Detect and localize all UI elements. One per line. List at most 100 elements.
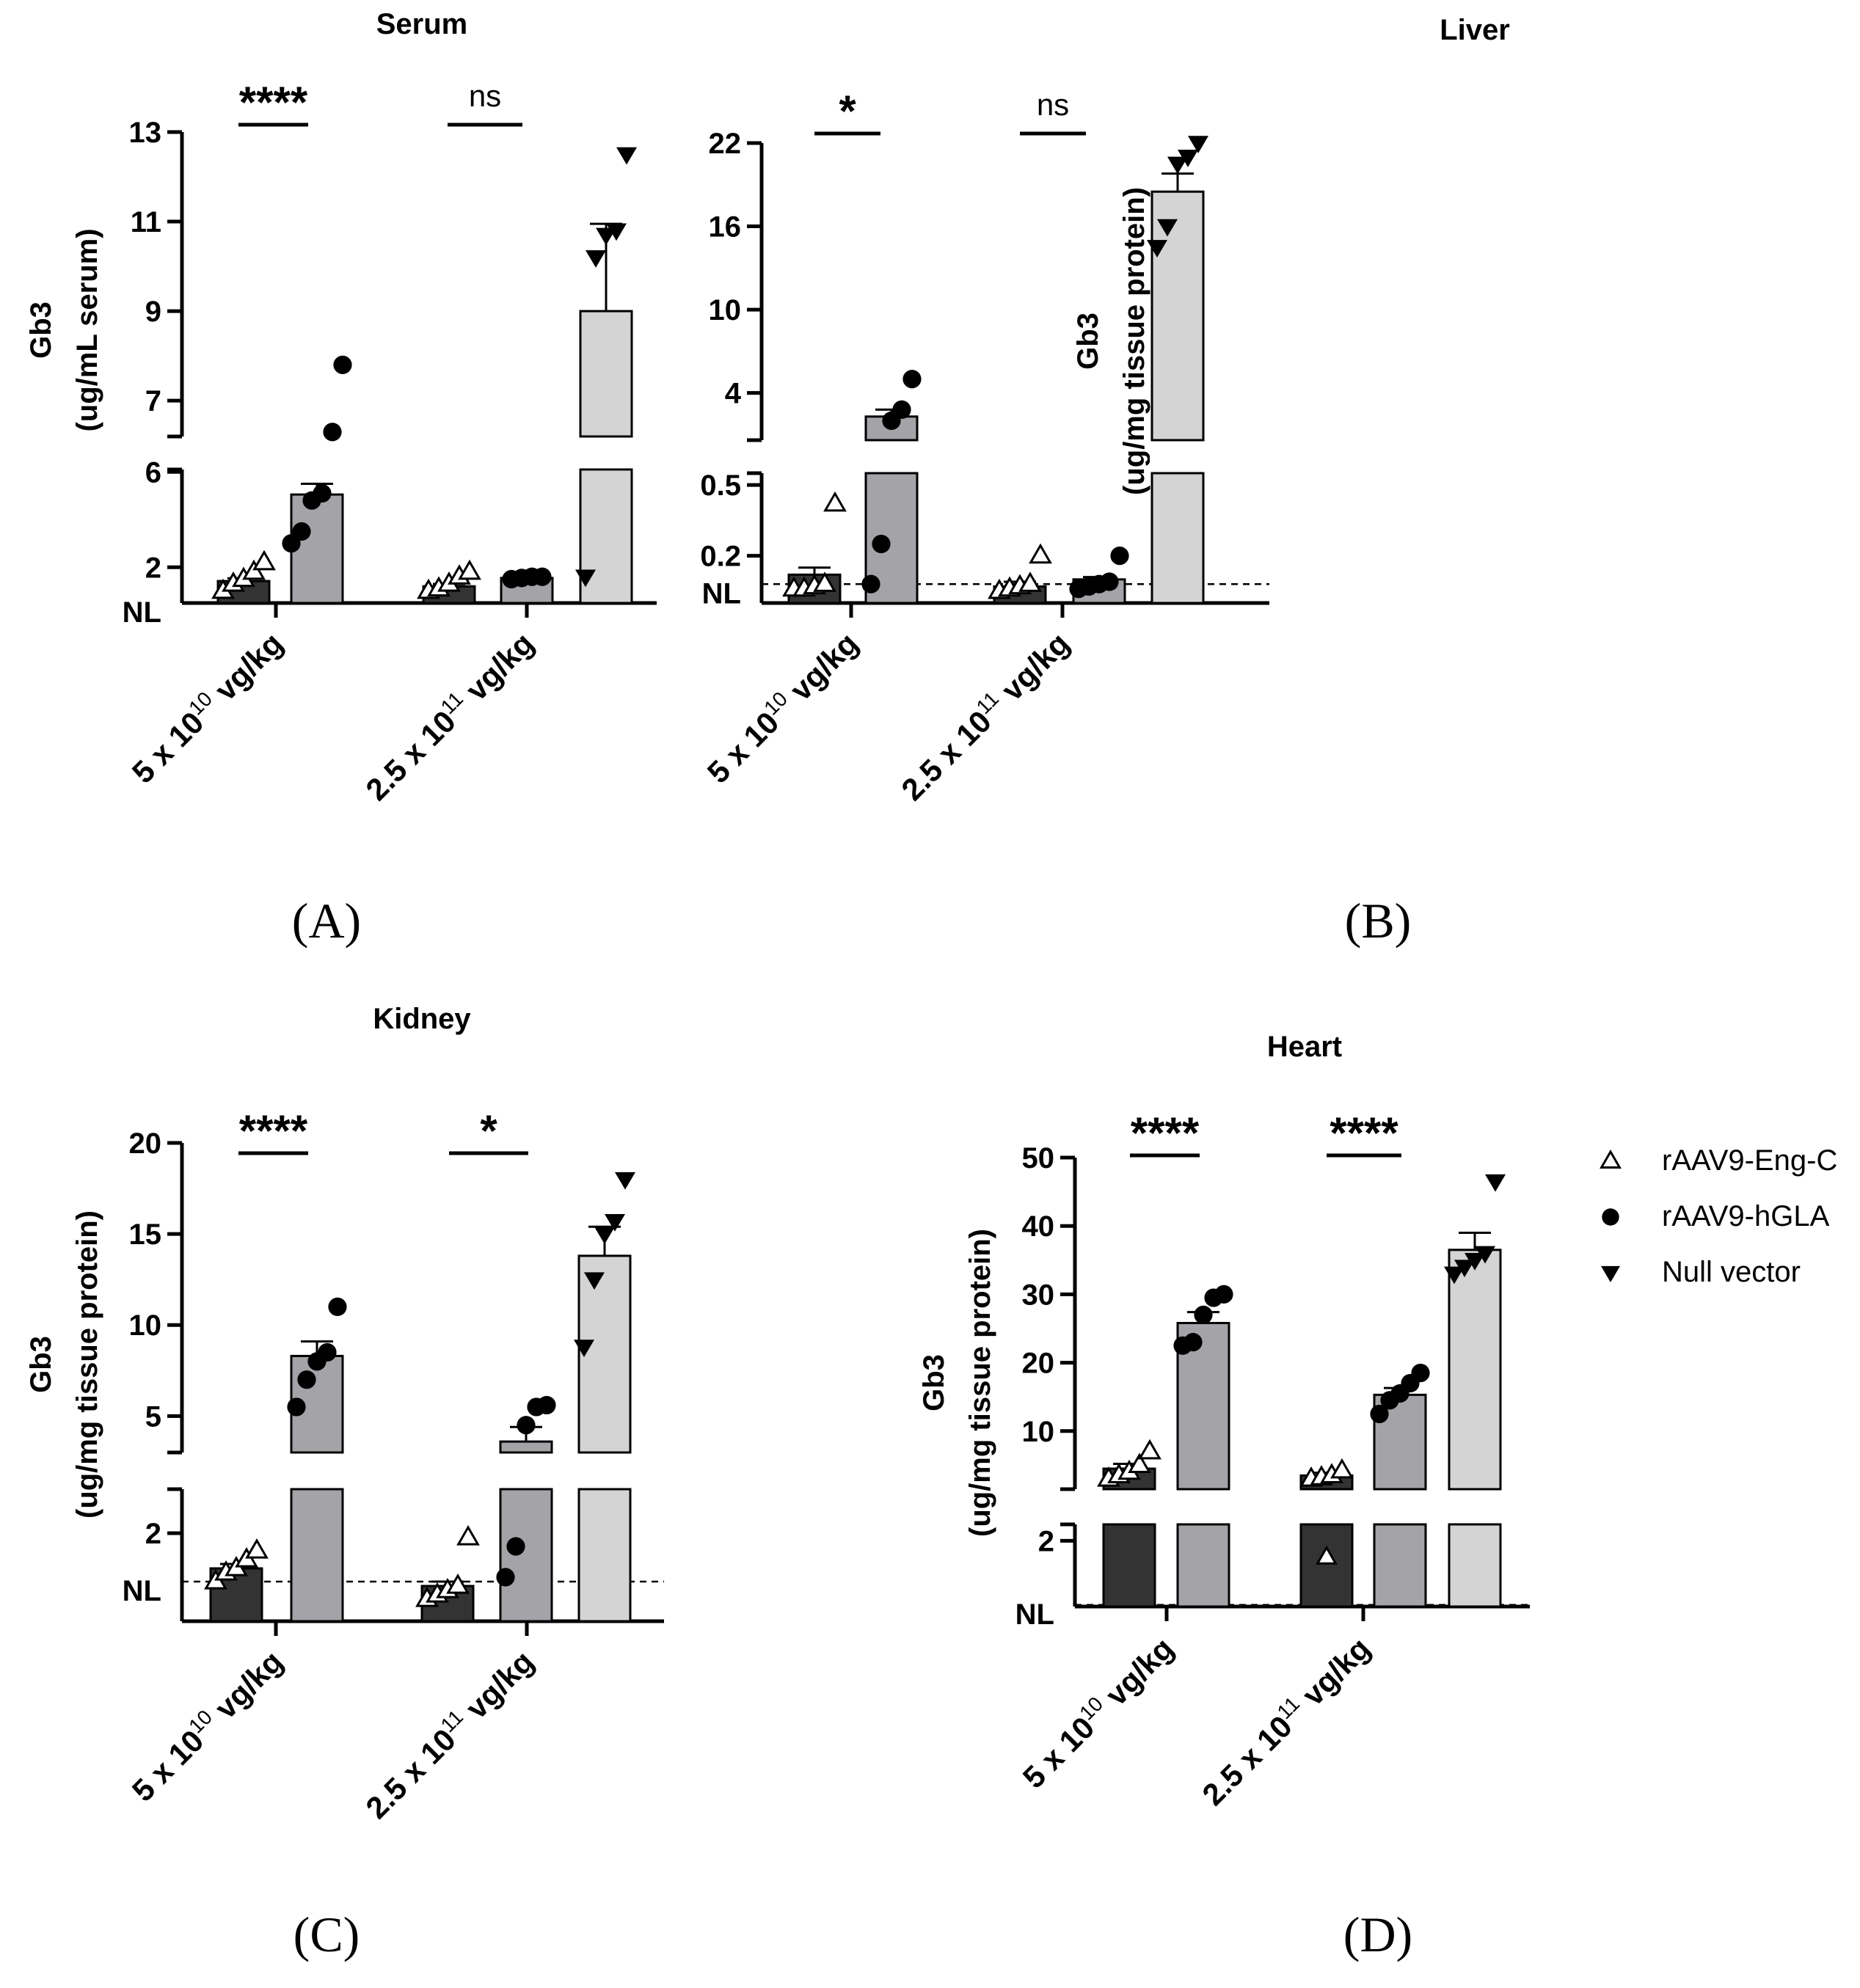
bar <box>1448 1523 1502 1608</box>
panel-label: (B) <box>1345 893 1412 949</box>
data-point <box>1128 1452 1151 1473</box>
data-point <box>615 1172 635 1190</box>
data-point <box>292 522 311 541</box>
x-category-label: 5 x 1010 vg/kg <box>124 624 290 790</box>
data-point <box>506 1537 525 1556</box>
y-tick-label: 50 <box>1022 1142 1055 1174</box>
significance-label: **** <box>1330 1108 1398 1158</box>
x-category-label: 2.5 x 1011 vg/kg <box>1194 1629 1376 1812</box>
data-point <box>245 1538 269 1559</box>
y-tick-label: 22 <box>709 128 742 160</box>
bar-break-gap <box>1175 1491 1231 1522</box>
data-point <box>496 1568 515 1587</box>
bar <box>1448 1249 1502 1491</box>
data-point <box>517 1416 536 1435</box>
data-point <box>813 571 836 592</box>
significance-label: ns <box>469 78 501 113</box>
chart-title: Heart <box>1267 1031 1342 1063</box>
data-point <box>1444 1266 1465 1284</box>
data-point <box>861 574 880 593</box>
data-point <box>328 1297 347 1317</box>
legend-marker <box>1601 1265 1620 1282</box>
bar-break-gap <box>1372 1491 1428 1522</box>
y-tick-label: 10 <box>1022 1416 1055 1448</box>
significance-label: **** <box>1131 1108 1200 1158</box>
data-point <box>605 1213 625 1232</box>
x-category-label: 5 x 1010 vg/kg <box>699 624 865 790</box>
data-point <box>252 549 276 571</box>
legend-label: rAAV9-Eng-C <box>1662 1144 1837 1177</box>
panel-serum: Serum (A) 7 9 11 13 2 6 NL Gb3 (ug/mL serum) ****… <box>25 8 657 949</box>
y-tick-label: 4 <box>725 378 742 410</box>
legend-label: Null vector <box>1662 1256 1801 1288</box>
bar-break-gap <box>289 1455 345 1487</box>
y-tick-label: 9 <box>145 296 161 328</box>
data-point <box>1411 1363 1430 1383</box>
data-point <box>1454 1260 1475 1278</box>
data-point <box>594 1227 615 1245</box>
x-category-label: 2.5 x 1011 vg/kg <box>893 624 1076 807</box>
data-point <box>616 147 637 165</box>
data-point <box>872 534 891 554</box>
data-point <box>1157 219 1178 237</box>
data-point <box>596 227 616 246</box>
bar-break-gap <box>1447 1491 1503 1522</box>
bar <box>1102 1523 1156 1608</box>
data-point <box>446 1573 470 1594</box>
y-tick-label: 6 <box>145 456 161 489</box>
nl-label: NL <box>1015 1598 1054 1631</box>
bar-break-gap <box>577 1455 632 1487</box>
bar <box>1299 1523 1354 1608</box>
data-point <box>333 355 352 374</box>
data-point <box>1370 1404 1389 1424</box>
y-axis-label: Gb3 <box>25 1336 57 1393</box>
data-point <box>892 400 911 419</box>
x-category-label: 5 x 1010 vg/kg <box>124 1642 290 1808</box>
significance-label: ns <box>1037 87 1069 122</box>
y-tick-label: 13 <box>129 117 162 149</box>
data-point <box>533 567 552 586</box>
data-point <box>458 559 481 580</box>
legend-marker <box>1600 1149 1622 1169</box>
nl-label: NL <box>702 577 741 610</box>
data-point <box>1194 1305 1213 1324</box>
chart-title: Kidney <box>373 1003 471 1035</box>
y-axis-units: (ug/mg tissue protein) <box>71 1210 103 1519</box>
bar <box>499 1488 553 1623</box>
y-axis-label: Gb3 <box>918 1354 950 1411</box>
data-point <box>1188 136 1208 153</box>
data-point <box>313 483 332 503</box>
y-tick-label: 20 <box>1022 1348 1055 1380</box>
panel-label: (C) <box>293 1907 360 1962</box>
data-point <box>606 223 627 241</box>
data-point <box>537 1395 556 1415</box>
bar <box>1176 1523 1230 1608</box>
data-point <box>1184 1333 1203 1352</box>
nl-label: NL <box>123 596 161 629</box>
data-point <box>575 569 596 588</box>
legend: rAAV9-Eng-C rAAV9-hGLA Null vector <box>1600 1144 1837 1288</box>
y-tick-label: 2 <box>1038 1525 1054 1557</box>
y-tick-label: 10 <box>709 294 742 326</box>
y-tick-label: 5 <box>145 1400 161 1433</box>
y-tick-label: 0.2 <box>700 541 741 573</box>
bar <box>499 1440 553 1454</box>
y-tick-label: 20 <box>129 1128 162 1160</box>
bar <box>1150 190 1205 442</box>
bar-break-gap <box>578 439 634 467</box>
chart-title: Liver <box>1440 14 1510 46</box>
data-point <box>1316 1545 1338 1565</box>
data-point <box>1465 1252 1485 1271</box>
data-point <box>1147 240 1167 257</box>
nl-label: NL <box>123 1575 161 1607</box>
data-point <box>1167 156 1188 175</box>
data-point <box>1018 571 1042 592</box>
data-point <box>1029 543 1052 564</box>
bar-break-gap <box>864 442 919 471</box>
data-point <box>287 1397 306 1417</box>
y-axis-units: (ug/mL serum) <box>71 228 103 431</box>
data-point <box>1475 1246 1495 1264</box>
data-point <box>323 423 342 442</box>
y-tick-label: 2 <box>145 1518 161 1550</box>
